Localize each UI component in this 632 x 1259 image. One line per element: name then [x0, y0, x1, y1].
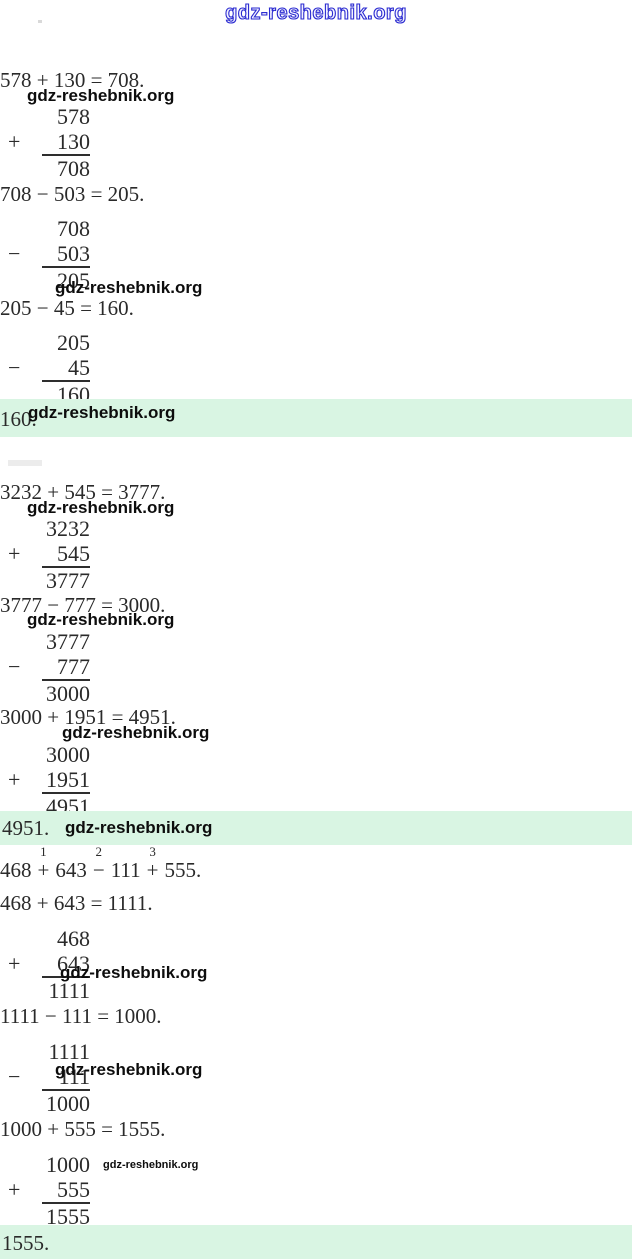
brand-watermark-top: gdz-reshebnik.org	[225, 1, 407, 24]
column-operation: + 1000 555 1555	[8, 1152, 90, 1229]
column-operation: − 3777 777 3000	[8, 629, 90, 706]
answer-text: 1555.	[2, 1231, 50, 1255]
watermark: gdz-reshebnik.org	[103, 1159, 199, 1171]
operand-bottom: 1951	[46, 767, 90, 792]
column-result: 1555	[42, 1202, 90, 1229]
column-operation: − 708 503 205	[8, 216, 90, 293]
operand-top: 708	[57, 216, 90, 241]
expression-term: 468	[0, 858, 32, 882]
math-equation: 708 − 503 = 205.	[0, 182, 145, 206]
operand-bottom: 45	[68, 355, 90, 380]
operator: +	[146, 858, 159, 882]
math-equation: 205 − 45 = 160.	[0, 296, 134, 320]
operand-top: 468	[57, 926, 90, 951]
math-equation: 3000 + 1951 = 4951.	[0, 705, 176, 729]
answer-band: 4951. gdz-reshebnik.org	[0, 811, 632, 845]
answer-text: 4951.	[2, 816, 50, 840]
operator: +	[8, 951, 21, 976]
operator: +	[8, 767, 21, 792]
operator: +	[8, 1177, 21, 1202]
operand-bottom: 555	[57, 1177, 90, 1202]
answer-band: 160. gdz-reshebnik.org	[0, 399, 632, 437]
answer-band: 1555.	[0, 1225, 632, 1259]
math-equation: 578 + 130 = 708.	[0, 68, 145, 92]
column-operation: − 205 45 160	[8, 330, 90, 407]
watermark: gdz-reshebnik.org	[27, 610, 175, 629]
operator: −	[8, 241, 21, 266]
operator-with-order: 3 +	[146, 845, 159, 882]
erasure-artifact	[8, 460, 42, 466]
operand-top: 3000	[46, 742, 90, 767]
operand-top: 3777	[46, 629, 90, 654]
column-operation: + 468 643 1111	[8, 926, 90, 1003]
operand-bottom: 643	[57, 951, 90, 976]
watermark: gdz-reshebnik.org	[55, 278, 203, 297]
math-equation: 1111 − 111 = 1000.	[0, 1004, 162, 1028]
order-mark: 1	[40, 844, 47, 859]
order-mark: 3	[149, 844, 156, 859]
column-result: 708	[42, 154, 90, 181]
watermark: gdz-reshebnik.org	[62, 723, 210, 742]
operator: −	[92, 858, 105, 882]
expression-term: 643	[55, 858, 87, 882]
operand-top: 1000	[46, 1152, 90, 1177]
operand-bottom: 503	[57, 241, 90, 266]
operator: +	[37, 858, 50, 882]
watermark: gdz-reshebnik.org	[28, 403, 176, 422]
operand-top: 1111	[48, 1039, 90, 1064]
column-result: 1000	[42, 1089, 90, 1116]
math-equation: 468 + 643 = 1111.	[0, 891, 153, 915]
operand-bottom: 545	[57, 541, 90, 566]
operator: +	[8, 129, 21, 154]
operand-top: 3232	[46, 516, 90, 541]
column-operation: + 578 130 708	[8, 104, 90, 181]
column-result: 205	[42, 266, 90, 293]
watermark: gdz-reshebnik.org	[60, 963, 208, 982]
operand-top: 578	[57, 104, 90, 129]
column-operation: + 3000 1951 4951	[8, 742, 90, 819]
operand-bottom: 777	[57, 654, 90, 679]
order-mark: 2	[95, 844, 103, 859]
operator-with-order: 2−	[92, 845, 105, 882]
operator-with-order: 1 +	[37, 845, 50, 882]
expression-with-order: 468 1 +643 2−111 3 +555.	[0, 845, 202, 882]
column-operation: + 3232 545 3777	[8, 516, 90, 593]
expression-term: 111	[110, 858, 141, 882]
math-equation: 3777 − 777 = 3000.	[0, 593, 166, 617]
operator: −	[8, 1064, 21, 1089]
watermark: gdz-reshebnik.org	[27, 498, 175, 517]
column-result: 3777	[42, 566, 90, 593]
column-result: 1111	[42, 976, 90, 1003]
column-result: 3000	[42, 679, 90, 706]
column-operation: − 1111 111 1000	[8, 1039, 90, 1116]
operator: −	[8, 355, 21, 380]
operand-top: 205	[57, 330, 90, 355]
answer-text: 160.	[0, 407, 37, 431]
watermark: gdz-reshebnik.org	[27, 86, 175, 105]
operand-bottom: 111	[58, 1064, 90, 1089]
operator: −	[8, 654, 21, 679]
math-equation: 1000 + 555 = 1555.	[0, 1117, 166, 1141]
operator: +	[8, 541, 21, 566]
expression-term: 555.	[164, 858, 202, 882]
stray-dot-artifact	[38, 20, 42, 23]
operand-bottom: 130	[57, 129, 90, 154]
watermark: gdz-reshebnik.org	[65, 818, 213, 837]
math-equation: 3232 + 545 = 3777.	[0, 480, 166, 504]
watermark: gdz-reshebnik.org	[55, 1060, 203, 1079]
